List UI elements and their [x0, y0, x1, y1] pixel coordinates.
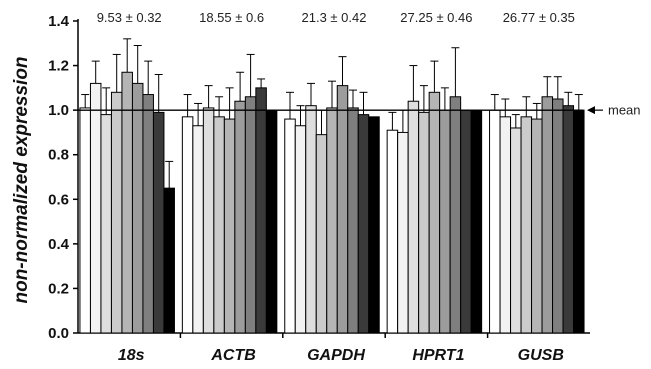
- bar: [142, 94, 154, 334]
- bar: [234, 100, 246, 334]
- bar: [386, 129, 399, 334]
- category-label: GUSB: [518, 347, 564, 364]
- bar: [520, 116, 533, 334]
- bar: [428, 91, 441, 334]
- bar: [202, 107, 215, 334]
- plot-area: 0.0 0.2 0.4 0.6 0.8 1.0 1.2 1.4 18s 9.53 ± 0.32 AC…: [48, 10, 640, 364]
- bar: [244, 96, 257, 334]
- mean-label: mean: [608, 103, 641, 118]
- y-tick-label: 1.0: [48, 102, 69, 119]
- bar: [284, 118, 296, 334]
- bar: [336, 85, 349, 334]
- y-axis-label: non-normalized expression: [11, 56, 32, 303]
- category-label: GAPDH: [307, 347, 365, 364]
- bar: [489, 109, 501, 334]
- bar: [79, 107, 91, 334]
- bar: [573, 109, 585, 334]
- bar: [305, 105, 317, 334]
- bar: [121, 71, 133, 334]
- bar: [562, 105, 575, 334]
- bar: [510, 127, 522, 334]
- bar: [499, 116, 512, 334]
- bar: [213, 116, 225, 334]
- y-tick-label: 0.6: [48, 191, 69, 208]
- bar: [460, 109, 472, 334]
- y-tick-label: 0.4: [48, 236, 70, 253]
- group-annotation: 27.25 ± 0.46: [400, 10, 472, 25]
- bar: [407, 100, 420, 334]
- category-label: HPRT1: [412, 347, 464, 364]
- y-tick-label: 0.8: [48, 147, 69, 164]
- bar: [531, 118, 543, 334]
- y-tick-label: 1.4: [48, 13, 70, 30]
- bar: [315, 134, 328, 334]
- bar: [100, 114, 112, 334]
- group-annotation: 21.3 ± 0.42: [302, 10, 367, 25]
- bar: [110, 91, 123, 334]
- group-annotation: 18.55 ± 0.6: [199, 10, 264, 25]
- bar: [541, 96, 554, 334]
- arrow-icon: [587, 106, 595, 115]
- y-tick-label: 0.0: [48, 325, 69, 342]
- bar: [326, 107, 338, 334]
- bar: [255, 87, 267, 334]
- bar: [357, 114, 370, 334]
- bar: [152, 111, 165, 334]
- y-tick-label: 1.2: [48, 58, 69, 75]
- bar: [347, 107, 359, 334]
- bar: [470, 109, 483, 334]
- y-tick-label: 0.2: [48, 280, 69, 297]
- bar: [294, 125, 307, 334]
- group-annotation: 26.77 ± 0.35: [503, 10, 575, 25]
- group-annotation: 9.53 ± 0.32: [97, 10, 162, 25]
- bar: [223, 118, 236, 334]
- bar: [397, 131, 409, 334]
- bar: [449, 96, 462, 334]
- bar: [265, 109, 278, 334]
- category-label: ACTB: [210, 347, 255, 364]
- bar: [163, 187, 175, 334]
- bar: [368, 116, 380, 334]
- bar: [192, 125, 204, 334]
- bar: [131, 82, 144, 334]
- bar: [552, 98, 564, 334]
- bar: [89, 82, 102, 334]
- category-label: 18s: [118, 347, 145, 364]
- bar: [418, 111, 430, 334]
- bar: [439, 109, 451, 334]
- bar: [181, 116, 194, 334]
